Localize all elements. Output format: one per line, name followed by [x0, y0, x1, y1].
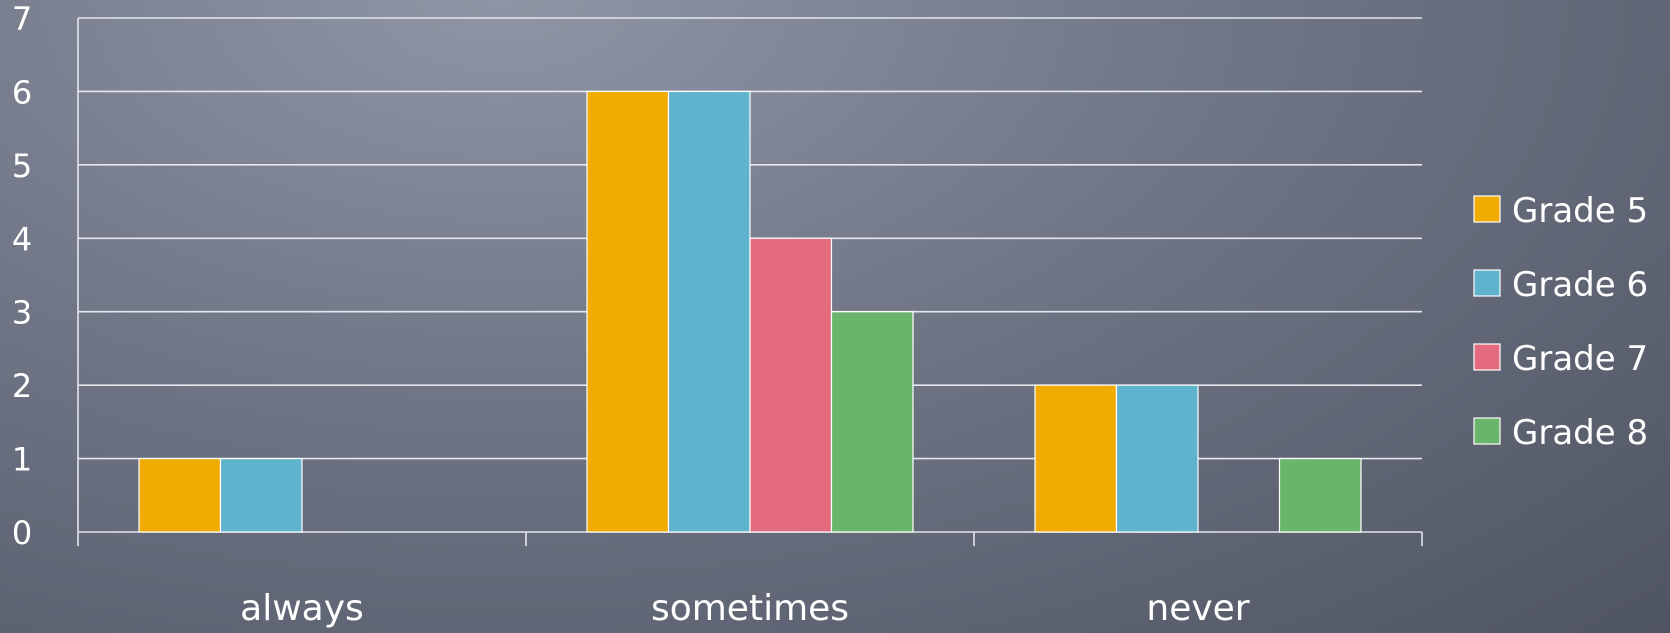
legend-label-grade-5: Grade 5 — [1512, 191, 1648, 231]
bar-grade-7-sometimes — [749, 237, 833, 533]
bar-grade-5-sometimes — [586, 90, 670, 533]
bars — [138, 90, 1362, 533]
bar-grade-5-never — [1034, 384, 1118, 533]
y-tick-label: 3 — [12, 294, 32, 332]
bar-grade-6-always — [219, 457, 303, 533]
y-tick-label: 5 — [12, 147, 32, 185]
legend-label-grade-6: Grade 6 — [1512, 265, 1648, 305]
legend-label-grade-8: Grade 8 — [1512, 413, 1648, 453]
legend-swatch-grade-5 — [1473, 195, 1501, 223]
category-labels: always sometimes never — [240, 588, 1250, 629]
y-tick-label: 0 — [12, 514, 32, 552]
category-label-never: never — [1146, 588, 1249, 629]
y-axis-tick-labels: 0 1 2 3 4 5 6 7 — [12, 0, 32, 552]
legend-swatch-grade-7 — [1473, 343, 1501, 371]
y-tick-label: 2 — [12, 367, 32, 405]
legend-label-grade-7: Grade 7 — [1512, 339, 1648, 379]
bar-grade-8-never — [1278, 457, 1362, 533]
x-axis — [77, 18, 1423, 546]
y-tick-label: 6 — [12, 73, 32, 111]
category-label-sometimes: sometimes — [651, 588, 849, 629]
bar-grade-5-always — [138, 457, 222, 533]
bar-grade-6-never — [1115, 384, 1199, 533]
bar-grade-8-sometimes — [830, 311, 914, 533]
legend: Grade 5 Grade 6 Grade 7 Grade 8 — [1473, 191, 1648, 453]
bar-grade-6-sometimes — [667, 90, 751, 533]
legend-swatch-grade-8 — [1473, 417, 1501, 445]
category-label-always: always — [240, 588, 364, 629]
y-tick-label: 1 — [12, 441, 32, 479]
legend-swatch-grade-6 — [1473, 269, 1501, 297]
y-tick-label: 4 — [12, 220, 32, 258]
y-tick-label: 7 — [12, 0, 32, 38]
